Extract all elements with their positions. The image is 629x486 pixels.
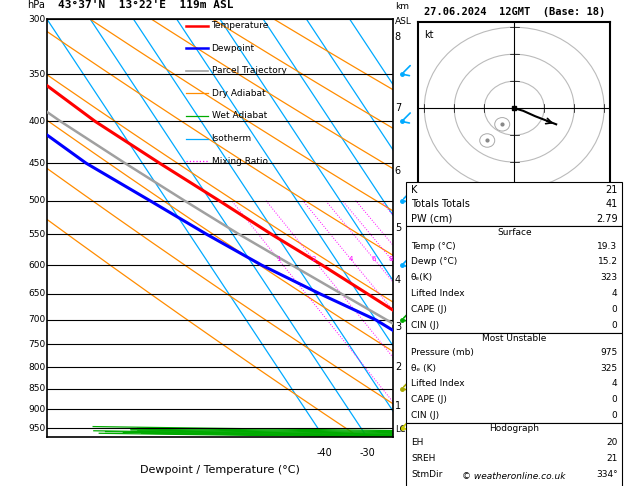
Text: Dewp (°C): Dewp (°C) — [411, 257, 457, 266]
Text: 10: 10 — [400, 256, 409, 262]
Text: Dewpoint / Temperature (°C): Dewpoint / Temperature (°C) — [140, 465, 300, 474]
Text: 650: 650 — [28, 289, 45, 298]
Text: 21: 21 — [606, 454, 618, 463]
Text: 0: 0 — [612, 305, 618, 314]
Text: ASL: ASL — [395, 17, 412, 26]
Text: 1: 1 — [276, 256, 281, 262]
Text: 0: 0 — [612, 411, 618, 419]
Text: hPa: hPa — [28, 0, 45, 10]
Bar — [406, 182, 622, 226]
Text: 27.06.2024  12GMT  (Base: 18): 27.06.2024 12GMT (Base: 18) — [423, 7, 605, 17]
Text: 950: 950 — [28, 424, 45, 433]
Text: LCL: LCL — [395, 425, 410, 434]
Text: Mixing Ratio (g/kg): Mixing Ratio (g/kg) — [418, 189, 427, 268]
Bar — [406, 333, 622, 423]
Text: θₑ (K): θₑ (K) — [411, 364, 436, 373]
Text: 750: 750 — [28, 340, 45, 349]
Text: Surface: Surface — [497, 227, 532, 237]
Text: PW (cm): PW (cm) — [411, 214, 452, 224]
Text: 0: 0 — [612, 395, 618, 404]
Text: 350: 350 — [28, 69, 45, 79]
Text: 6: 6 — [395, 166, 401, 176]
Text: 5: 5 — [395, 223, 401, 233]
Text: 8: 8 — [395, 32, 401, 42]
Text: 4: 4 — [612, 380, 618, 388]
Text: Temp (°C): Temp (°C) — [411, 242, 455, 251]
Text: 4: 4 — [395, 275, 401, 285]
Text: Dewpoint: Dewpoint — [211, 44, 255, 53]
Text: 450: 450 — [28, 159, 45, 168]
Text: © weatheronline.co.uk: © weatheronline.co.uk — [462, 472, 566, 481]
Text: -40: -40 — [316, 448, 332, 458]
Text: 300: 300 — [28, 15, 45, 24]
Text: 400: 400 — [28, 117, 45, 126]
Text: Totals Totals: Totals Totals — [411, 199, 470, 209]
Text: 4: 4 — [612, 289, 618, 298]
Text: SREH: SREH — [411, 454, 435, 463]
Text: StmDir: StmDir — [411, 470, 442, 479]
Text: 3: 3 — [395, 322, 401, 332]
Text: 8: 8 — [389, 256, 394, 262]
Text: 15.2: 15.2 — [598, 257, 618, 266]
Text: 15: 15 — [426, 256, 435, 262]
Text: 25: 25 — [459, 256, 468, 262]
Text: Dry Adiabat: Dry Adiabat — [211, 89, 265, 98]
Text: CIN (J): CIN (J) — [411, 320, 439, 330]
Text: 6: 6 — [372, 256, 376, 262]
Text: Mixing Ratio: Mixing Ratio — [211, 156, 267, 166]
Text: 550: 550 — [28, 230, 45, 239]
Text: 4: 4 — [348, 256, 353, 262]
Bar — [406, 226, 622, 333]
Text: 7: 7 — [395, 103, 401, 113]
Text: kt: kt — [425, 30, 434, 40]
Text: Isotherm: Isotherm — [211, 134, 252, 143]
Text: 0: 0 — [612, 320, 618, 330]
Text: 20: 20 — [445, 256, 454, 262]
Text: Temperature: Temperature — [211, 21, 269, 30]
Text: Lifted Index: Lifted Index — [411, 380, 465, 388]
Text: Lifted Index: Lifted Index — [411, 289, 465, 298]
Text: 800: 800 — [28, 363, 45, 372]
Text: θₑ(K): θₑ(K) — [411, 273, 433, 282]
Text: 325: 325 — [601, 364, 618, 373]
Text: 2.79: 2.79 — [596, 214, 618, 224]
Text: 700: 700 — [28, 315, 45, 324]
Text: Most Unstable: Most Unstable — [482, 334, 547, 344]
Text: 850: 850 — [28, 384, 45, 393]
Text: Wet Adiabat: Wet Adiabat — [211, 111, 267, 121]
Text: CAPE (J): CAPE (J) — [411, 305, 447, 314]
Text: 323: 323 — [601, 273, 618, 282]
Text: Parcel Trajectory: Parcel Trajectory — [211, 67, 286, 75]
Text: 19.3: 19.3 — [598, 242, 618, 251]
Text: Hodograph: Hodograph — [489, 424, 539, 434]
Text: 334°: 334° — [596, 470, 618, 479]
Text: 2: 2 — [395, 362, 401, 372]
Text: 20: 20 — [606, 438, 618, 448]
Text: K: K — [411, 185, 417, 194]
Text: 21: 21 — [605, 185, 618, 194]
Text: 2: 2 — [311, 256, 316, 262]
Text: 43°37'N  13°22'E  119m ASL: 43°37'N 13°22'E 119m ASL — [58, 0, 233, 10]
Text: CIN (J): CIN (J) — [411, 411, 439, 419]
Text: CAPE (J): CAPE (J) — [411, 395, 447, 404]
Text: Pressure (mb): Pressure (mb) — [411, 348, 474, 357]
Text: EH: EH — [411, 438, 423, 448]
Text: 600: 600 — [28, 260, 45, 270]
Text: 1: 1 — [395, 401, 401, 411]
Text: 900: 900 — [28, 404, 45, 414]
Text: km: km — [395, 2, 409, 11]
Text: 41: 41 — [605, 199, 618, 209]
Text: 975: 975 — [600, 348, 618, 357]
Bar — [406, 423, 622, 486]
Text: 500: 500 — [28, 196, 45, 205]
Text: -30: -30 — [359, 448, 375, 458]
